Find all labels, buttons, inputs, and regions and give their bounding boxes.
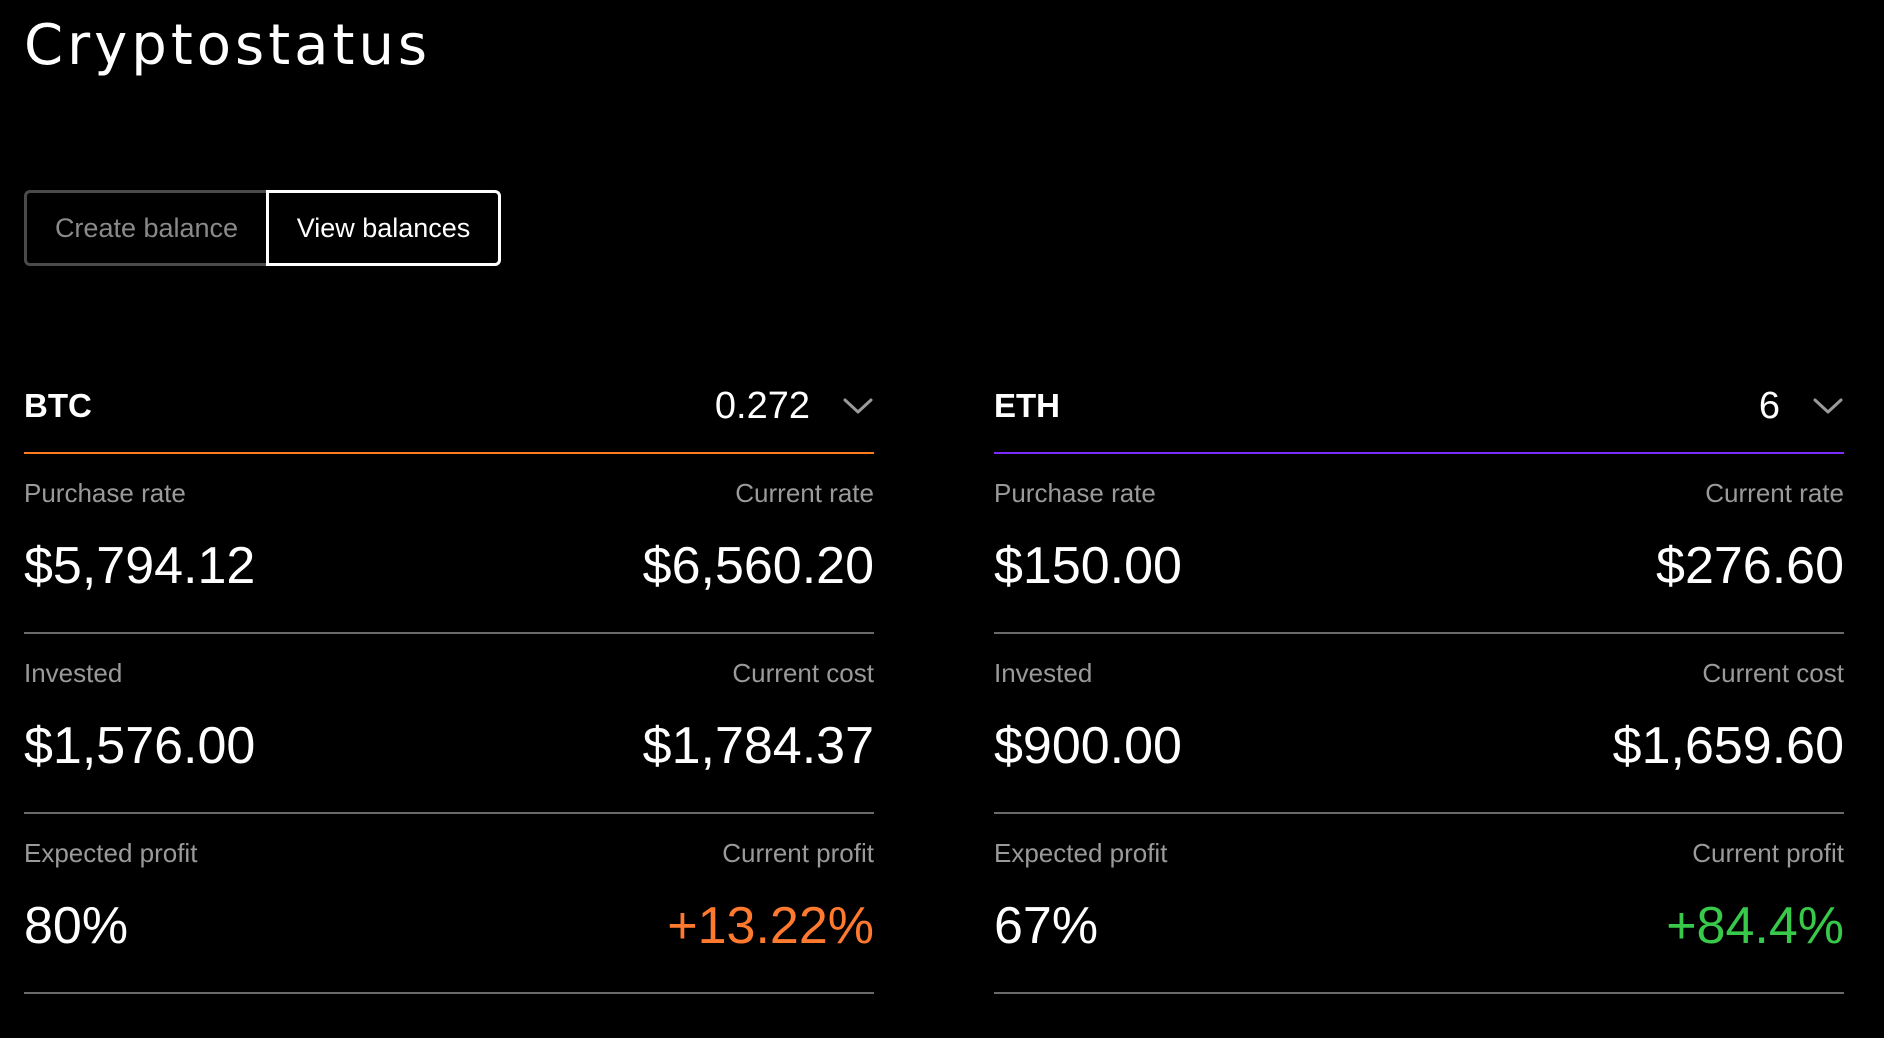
app-title: Cryptostatus xyxy=(24,13,432,78)
current-rate-label: Current rate xyxy=(735,478,874,508)
rates-row: Purchase rate $150.00 Current rate $276.… xyxy=(994,454,1844,634)
coin-symbol: ETH xyxy=(994,387,1060,424)
current-profit-label: Current profit xyxy=(1692,838,1844,868)
current-rate-label: Current rate xyxy=(1705,478,1844,508)
balance-tabs: Create balance View balances xyxy=(24,190,501,266)
chevron-down-icon[interactable] xyxy=(1812,390,1844,422)
expected-profit-label: Expected profit xyxy=(24,838,198,868)
current-profit-label: Current profit xyxy=(722,838,874,868)
balance-card-eth: ETH 6 Purchase rate $150.00 Current rate… xyxy=(994,360,1844,994)
current-rate-value: $6,560.20 xyxy=(642,537,874,595)
purchase-rate-label: Purchase rate xyxy=(994,478,1156,508)
expected-profit-label: Expected profit xyxy=(994,838,1168,868)
current-cost-label: Current cost xyxy=(732,658,874,688)
profit-row: Expected profit 80% Current profit +13.2… xyxy=(24,814,874,994)
current-rate-value: $276.60 xyxy=(1656,537,1844,595)
cost-row: Invested $1,576.00 Current cost $1,784.3… xyxy=(24,634,874,814)
current-cost-value: $1,659.60 xyxy=(1612,717,1844,775)
current-profit-value: +13.22% xyxy=(667,897,874,955)
chevron-down-icon[interactable] xyxy=(842,390,874,422)
cost-row: Invested $900.00 Current cost $1,659.60 xyxy=(994,634,1844,814)
current-cost-value: $1,784.37 xyxy=(642,717,874,775)
coin-amount-group: 0.272 xyxy=(715,385,874,428)
invested-value: $1,576.00 xyxy=(24,717,256,775)
coin-amount-group: 6 xyxy=(1759,385,1844,428)
expected-profit-value: 80% xyxy=(24,897,129,955)
balance-card-btc: BTC 0.272 Purchase rate $5,794.12 Curren… xyxy=(24,360,874,994)
current-profit-value: +84.4% xyxy=(1666,897,1844,955)
rates-row: Purchase rate $5,794.12 Current rate $6,… xyxy=(24,454,874,634)
coin-amount: 6 xyxy=(1758,384,1780,427)
profit-row: Expected profit 67% Current profit +84.4… xyxy=(994,814,1844,994)
expected-profit-value: 67% xyxy=(994,897,1099,955)
purchase-rate-value: $150.00 xyxy=(994,537,1182,595)
invested-value: $900.00 xyxy=(994,717,1182,775)
purchase-rate-label: Purchase rate xyxy=(24,478,186,508)
balance-card-header[interactable]: ETH 6 xyxy=(994,360,1844,454)
invested-label: Invested xyxy=(994,658,1093,688)
coin-symbol: BTC xyxy=(24,387,92,424)
purchase-rate-value: $5,794.12 xyxy=(24,537,256,595)
invested-label: Invested xyxy=(24,658,123,688)
coin-amount: 0.272 xyxy=(714,384,810,427)
tab-view-balances[interactable]: View balances xyxy=(266,190,501,266)
current-cost-label: Current cost xyxy=(1702,658,1844,688)
balance-card-header[interactable]: BTC 0.272 xyxy=(24,360,874,454)
tab-create-balance[interactable]: Create balance xyxy=(24,190,266,266)
